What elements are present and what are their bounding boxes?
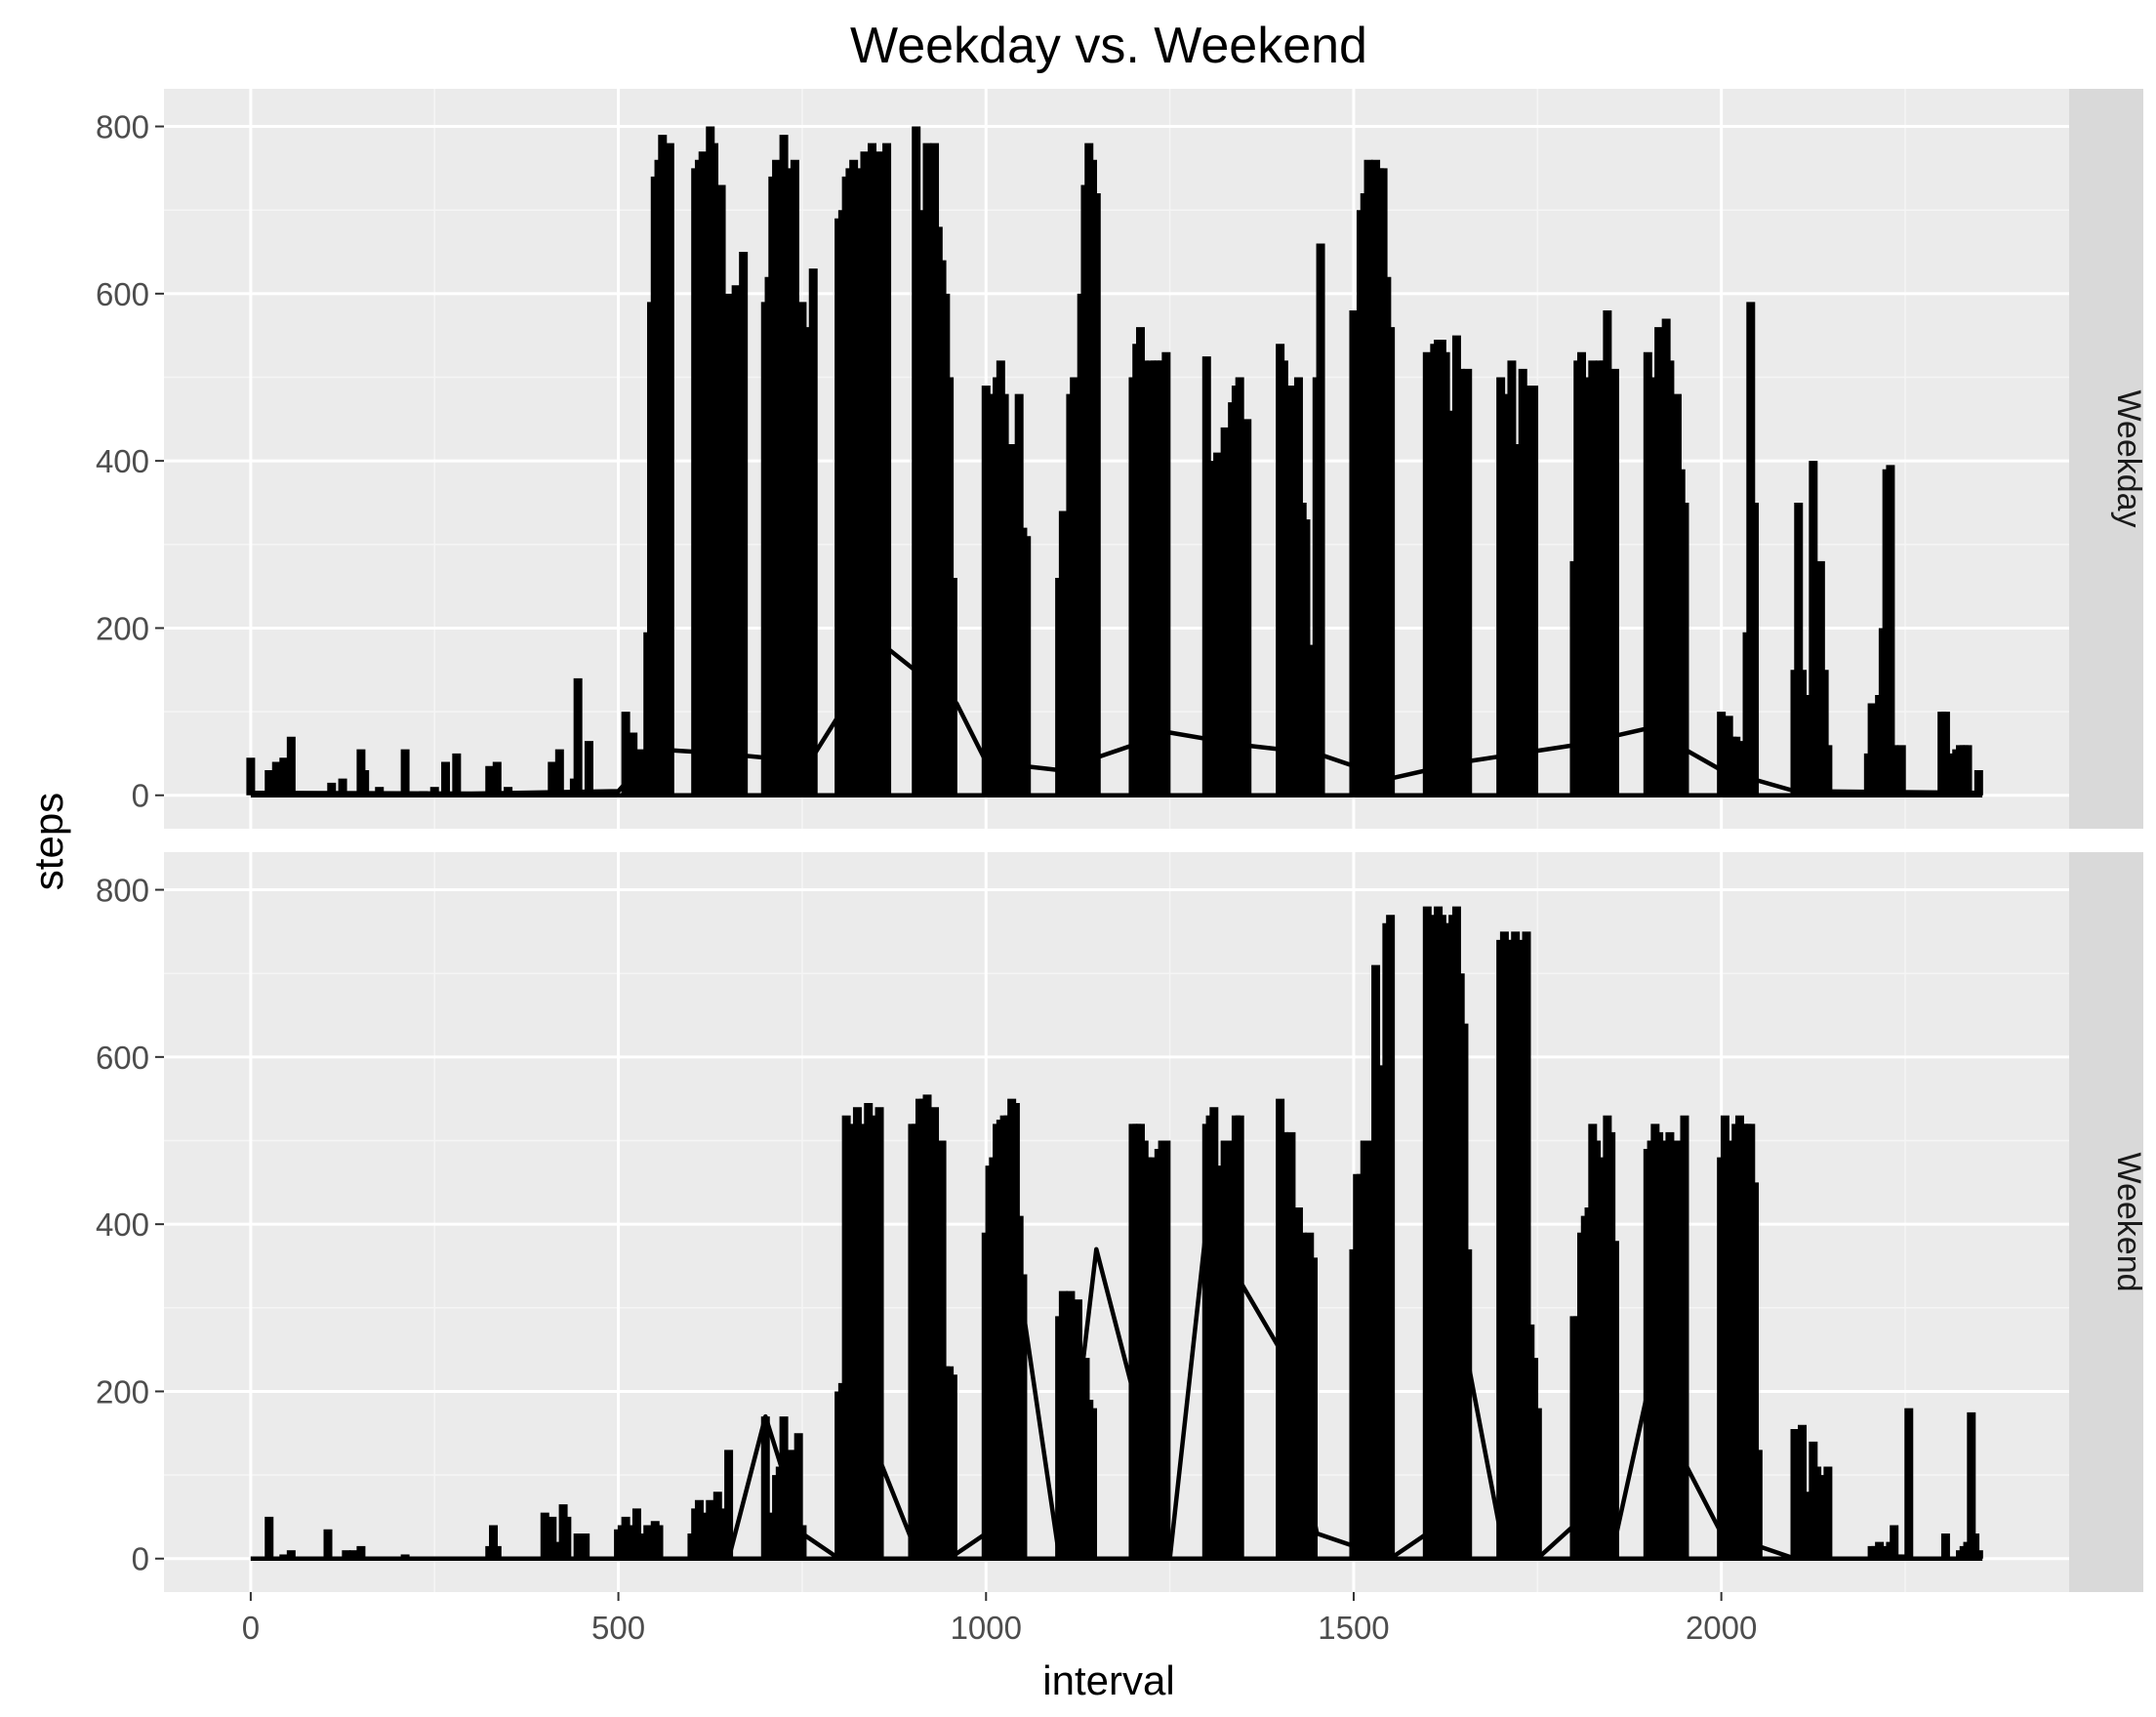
y-tick-label: 600 — [96, 276, 149, 312]
x-tick-label: 1500 — [1318, 1610, 1389, 1646]
y-tick-label: 200 — [96, 610, 149, 646]
x-tick-label: 1000 — [951, 1610, 1022, 1646]
y-tick-label: 800 — [96, 109, 149, 145]
x-tick-label: 2000 — [1686, 1610, 1757, 1646]
x-tick-label: 0 — [242, 1610, 260, 1646]
y-tick-label: 0 — [132, 1541, 149, 1577]
y-tick-label: 800 — [96, 873, 149, 909]
y-tick-label: 600 — [96, 1040, 149, 1076]
y-tick-label: 400 — [96, 1206, 149, 1243]
facet-strip-label: Weekend — [2110, 1152, 2147, 1291]
y-tick-label: 400 — [96, 443, 149, 479]
facet-strip — [2069, 852, 2143, 1592]
facet-strip — [2069, 89, 2143, 829]
panel-weekday: 0 200 400 600 800 Weekday — [96, 89, 2147, 829]
x-axis-title: interval — [1042, 1657, 1174, 1703]
y-axis-title: steps — [25, 793, 71, 890]
y-tick-label: 200 — [96, 1373, 149, 1410]
panel-background — [164, 852, 2069, 1592]
panel-weekend: 0 200 400 600 800 Weekend — [96, 852, 2147, 1592]
y-tick-label: 0 — [132, 778, 149, 814]
chart-title: Weekday vs. Weekend — [850, 18, 1367, 74]
panels: 0 200 400 600 800 Weekday 0 200 400 600 800 Weekend… — [96, 89, 2147, 1646]
panel-background — [164, 89, 2069, 829]
facet-strip-label: Weekday — [2110, 389, 2147, 527]
x-tick-label: 500 — [591, 1610, 645, 1646]
x-axis: 0 500 1000 1500 2000 — [242, 1592, 1757, 1646]
